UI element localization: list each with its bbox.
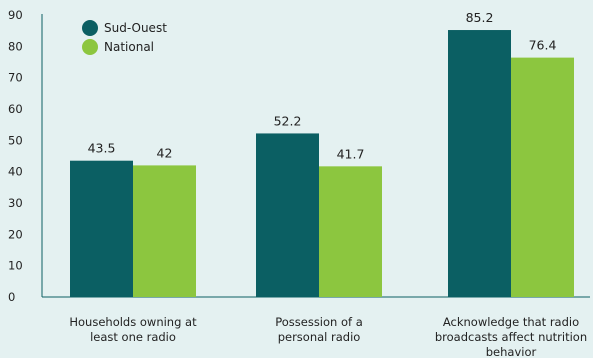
- x-axis-labels: Households owning at least one radio Posse…: [69, 315, 587, 358]
- data-label: 43.5: [88, 141, 116, 156]
- x-category-label: Households owning at least one radio: [69, 315, 197, 344]
- y-tick-label: 70: [8, 71, 23, 85]
- y-tick-label: 30: [8, 196, 23, 210]
- x-category-label: Acknowledge that radio broadcasts affect …: [435, 315, 587, 358]
- bar-national: [133, 165, 196, 297]
- y-tick-label: 80: [8, 39, 23, 53]
- y-tick-label: 40: [8, 165, 23, 179]
- y-axis-ticks: 0 10 20 30 40 50 60 70 80 90: [8, 8, 23, 304]
- data-labels-group: 43.5 42 52.2 41.7 85.2 76.4: [88, 10, 557, 161]
- data-label: 52.2: [274, 113, 302, 128]
- data-label: 41.7: [337, 146, 365, 161]
- legend-swatch-sud-ouest: [82, 20, 98, 36]
- data-label: 85.2: [466, 10, 494, 25]
- bar-sud-ouest: [70, 160, 133, 297]
- bar-national: [319, 166, 382, 297]
- y-tick-label: 10: [8, 259, 23, 273]
- bar-sud-ouest: [256, 133, 319, 297]
- y-tick-label: 0: [8, 290, 15, 304]
- bar-sud-ouest: [448, 30, 511, 297]
- y-tick-label: 90: [8, 8, 23, 22]
- legend-swatch-national: [82, 39, 98, 55]
- y-tick-label: 50: [8, 133, 23, 147]
- legend-label: Sud-Ouest: [104, 21, 167, 35]
- y-tick-label: 60: [8, 102, 23, 116]
- legend-label: National: [104, 40, 154, 54]
- legend: Sud-Ouest National: [82, 20, 167, 55]
- data-label: 76.4: [529, 38, 557, 53]
- bar-national: [511, 57, 574, 297]
- y-tick-label: 20: [8, 227, 23, 241]
- x-category-label: Possession of a personal radio: [275, 315, 363, 344]
- data-label: 42: [157, 145, 173, 160]
- bars-group: [70, 30, 574, 297]
